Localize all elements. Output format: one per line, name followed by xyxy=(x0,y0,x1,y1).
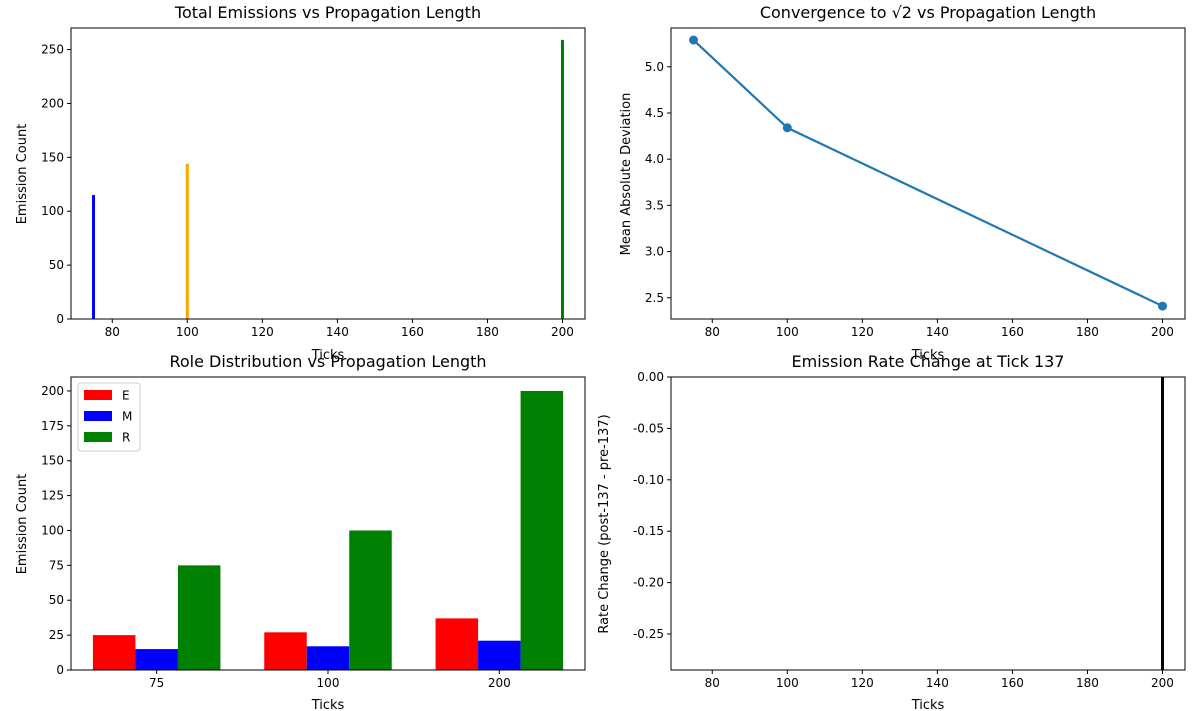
y-tick-label: 0.00 xyxy=(637,370,664,384)
x-tick-label: 160 xyxy=(401,325,424,339)
panel-convergence: Convergence to √2 vs Propagation Length … xyxy=(619,3,1186,363)
y-tick-label: 0 xyxy=(56,312,64,326)
plot-frame xyxy=(70,376,586,671)
y-axis-label: Rate Change (post-137 - pre-137) xyxy=(597,414,612,633)
bar xyxy=(135,649,178,670)
y-tick-label: -0.15 xyxy=(633,524,664,538)
y-tick-label: -0.10 xyxy=(633,473,664,487)
bar xyxy=(185,163,189,319)
y-tick-label: 100 xyxy=(41,204,64,218)
y-tick-label: 4.0 xyxy=(645,152,664,166)
y-tick-label: 125 xyxy=(41,489,64,503)
panel-total-emissions: Total Emissions vs Propagation Length 80… xyxy=(15,3,586,363)
bar xyxy=(520,390,564,670)
x-tick-label: 200 xyxy=(488,676,511,690)
legend: EMR xyxy=(77,382,141,452)
data-point xyxy=(689,35,699,45)
y-tick-label: 0 xyxy=(56,663,64,677)
bar xyxy=(177,565,221,670)
x-tick-label: 120 xyxy=(851,325,874,339)
legend-swatch xyxy=(84,390,112,400)
y-tick-label: 4.5 xyxy=(645,106,664,120)
x-tick-label: 100 xyxy=(176,325,199,339)
bar xyxy=(306,646,350,670)
x-tick-label: 100 xyxy=(776,676,799,690)
legend-swatch xyxy=(84,432,112,442)
x-tick-label: 140 xyxy=(926,325,949,339)
y-tick-label: 3.0 xyxy=(645,245,664,259)
y-axis-label: Mean Absolute Deviation xyxy=(619,93,634,256)
y-axis-label: Emission Count xyxy=(15,474,30,575)
series-line xyxy=(692,39,1163,308)
x-tick-label: 200 xyxy=(1151,325,1174,339)
y-tick-label: 100 xyxy=(41,523,64,537)
x-tick-label: 80 xyxy=(105,325,120,339)
data-point xyxy=(782,123,792,133)
x-tick-label: 100 xyxy=(776,325,799,339)
y-tick-label: 5.0 xyxy=(645,60,664,74)
y-tick-label: 175 xyxy=(41,419,64,433)
x-tick-label: 180 xyxy=(1076,676,1099,690)
x-tick-label: 80 xyxy=(705,325,720,339)
x-tick-label: 180 xyxy=(1076,325,1099,339)
x-tick-label: 180 xyxy=(476,325,499,339)
x-tick-label: 200 xyxy=(1151,676,1174,690)
bar xyxy=(1160,377,1164,670)
y-tick-label: 25 xyxy=(49,628,64,642)
x-tick-label: 160 xyxy=(1001,676,1024,690)
y-tick-label: -0.20 xyxy=(633,576,664,590)
plot-frame xyxy=(670,376,1186,671)
chart-title: Total Emissions vs Propagation Length xyxy=(174,3,481,22)
y-tick-label: 150 xyxy=(41,150,64,164)
x-tick-label: 75 xyxy=(149,676,164,690)
bar xyxy=(349,530,392,670)
x-tick-label: 120 xyxy=(851,676,874,690)
x-tick-label: 100 xyxy=(317,676,340,690)
legend-label: E xyxy=(122,389,130,403)
x-tick-label: 80 xyxy=(705,676,720,690)
x-axis-label: Ticks xyxy=(311,698,345,711)
x-tick-label: 140 xyxy=(926,676,949,690)
x-tick-label: 200 xyxy=(551,325,574,339)
chart-title: Role Distribution vs Propagation Length xyxy=(169,352,486,371)
bar xyxy=(478,640,521,670)
y-tick-label: -0.25 xyxy=(633,627,664,641)
y-tick-label: 75 xyxy=(49,558,64,572)
x-tick-label: 160 xyxy=(1001,325,1024,339)
x-axis-label: Ticks xyxy=(911,698,945,711)
plot-frame xyxy=(70,27,586,320)
plot-frame xyxy=(670,27,1186,320)
x-tick-label: 120 xyxy=(251,325,274,339)
legend-swatch xyxy=(84,411,112,421)
legend-label: M xyxy=(122,410,132,424)
data-point xyxy=(1157,301,1167,311)
y-tick-label: 50 xyxy=(49,593,64,607)
x-tick-label: 140 xyxy=(326,325,349,339)
panel-rate-change: Emission Rate Change at Tick 137 80 100 12… xyxy=(597,352,1186,711)
chart-title: Emission Rate Change at Tick 137 xyxy=(792,352,1065,371)
y-axis-label: Emission Count xyxy=(15,124,30,225)
y-tick-label: 2.5 xyxy=(645,291,664,305)
bar xyxy=(435,618,479,670)
y-tick-label: 50 xyxy=(49,258,64,272)
y-tick-label: 250 xyxy=(41,43,64,57)
bar xyxy=(92,195,96,319)
x-axis-label: Ticks xyxy=(311,348,345,363)
bar xyxy=(92,635,136,670)
y-tick-label: 200 xyxy=(41,96,64,110)
y-tick-label: 3.5 xyxy=(645,198,664,212)
y-tick-label: 200 xyxy=(41,384,64,398)
bar xyxy=(560,39,564,319)
legend-label: R xyxy=(122,431,130,445)
panel-role-distribution: Role Distribution vs Propagation Length … xyxy=(15,352,586,711)
bar xyxy=(264,632,307,670)
x-axis-label: Ticks xyxy=(911,348,945,363)
chart-title: Convergence to √2 vs Propagation Length xyxy=(760,3,1096,22)
y-tick-label: -0.05 xyxy=(633,421,664,435)
y-tick-label: 150 xyxy=(41,454,64,468)
